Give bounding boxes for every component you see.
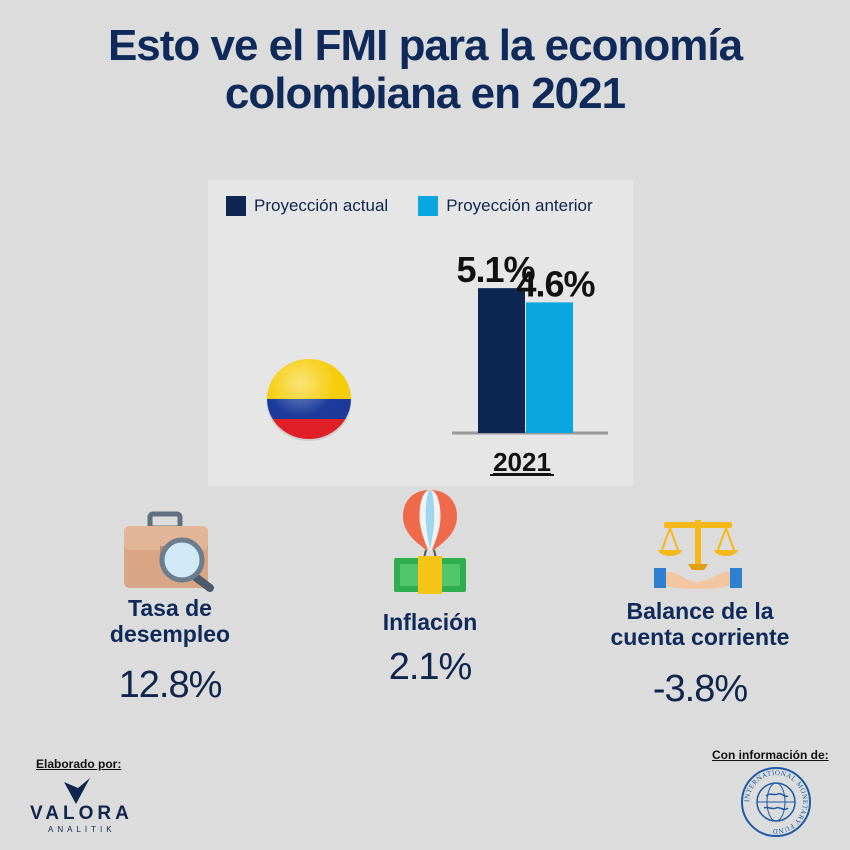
bar-proyeccion-anterior (526, 302, 573, 433)
scales-hands-icon (654, 520, 742, 589)
briefcase-magnifier-icon (124, 511, 214, 592)
legend-label-anterior: Proyección anterior (446, 196, 593, 215)
kpi-value-balance: -3.8% (652, 668, 748, 710)
imf-seal-icon: INTERNATIONAL MONETARY FUND (741, 767, 811, 837)
kpi-label-balance-line1: Balance de la (626, 598, 774, 624)
legend-swatch-anterior (418, 196, 439, 216)
kpi-label-inflacion-line1: Inflación (382, 609, 478, 635)
brand-sub: ANALITIK (48, 825, 116, 834)
x-tick-label-2021: 2021 (493, 447, 551, 477)
balloon-money-icon (394, 490, 466, 594)
kpi-label-balance: Balance de la cuenta corriente (580, 598, 820, 650)
data-label-actual: 5.1% (456, 249, 535, 290)
bar-proyeccion-actual (478, 288, 525, 433)
bar-chart: 5.1% 4.6% 2021 (452, 249, 608, 477)
legend-item-anterior: Proyección anterior (418, 196, 593, 216)
chart-legend: Proyección actual Proyección anterior (226, 196, 593, 216)
source-label: Con información de: (712, 748, 829, 762)
kpi-label-inflacion: Inflación (330, 609, 530, 635)
brand-name: VALORA (30, 803, 133, 824)
title-line-2: colombiana en 2021 (224, 69, 626, 118)
kpi-label-desempleo-line2: desempleo (109, 621, 231, 647)
kpi-value-inflacion: 2.1% (388, 646, 473, 688)
kpi-value-desempleo: 12.8% (118, 664, 223, 706)
made-by-label: Elaborado por: (36, 757, 122, 771)
page-title: Esto ve el FMI para la economía colombia… (0, 22, 850, 118)
title-line-1: Esto ve el FMI para la economía (107, 21, 743, 70)
kpi-label-desempleo: Tasa de desempleo (70, 595, 270, 647)
kpi-label-balance-line2: cuenta corriente (610, 624, 790, 650)
legend-label-actual: Proyección actual (254, 196, 389, 215)
kpi-label-desempleo-line1: Tasa de (128, 595, 212, 621)
valora-logo-icon (64, 778, 90, 804)
data-label-anterior: 4.6% (516, 263, 595, 304)
legend-swatch-actual (226, 196, 246, 216)
colombia-flag-icon (267, 359, 351, 441)
legend-item-actual: Proyección actual (226, 196, 388, 216)
